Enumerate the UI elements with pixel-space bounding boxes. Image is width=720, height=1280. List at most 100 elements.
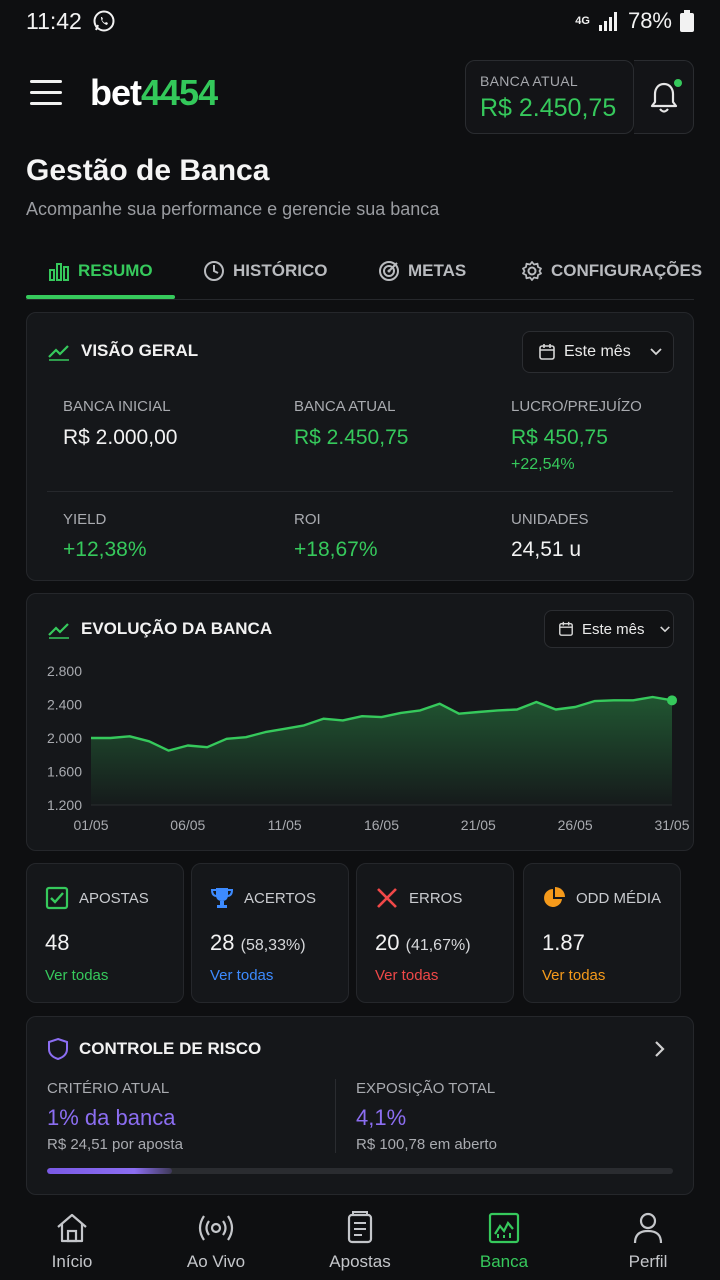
trend-icon — [48, 345, 69, 361]
gear-icon — [522, 261, 542, 281]
nav-banca[interactable]: Banca — [432, 1200, 576, 1280]
bell-icon — [650, 82, 678, 113]
tab-resumo[interactable]: RESUMO — [48, 244, 153, 298]
exposure-value: 4,1% — [356, 1105, 407, 1130]
balance-box[interactable]: BANCA ATUAL R$ 2.450,75 — [465, 60, 634, 134]
evolution-title-text: EVOLUÇÃO DA BANCA — [81, 619, 273, 638]
x-tick-label: 16/05 — [364, 817, 399, 833]
nav-apostas[interactable]: Apostas — [288, 1200, 432, 1280]
stat-value: +12,38% — [63, 538, 147, 561]
overview-card: VISÃO GERAL Este mês BANCA INICIAL R$ 2.… — [26, 312, 694, 581]
stat-label: ROI — [294, 511, 321, 528]
y-tick-label: 2.000 — [47, 730, 82, 746]
see-all-link[interactable]: Ver todas — [375, 967, 439, 984]
metric-title: APOSTAS — [79, 889, 149, 907]
series-line — [91, 695, 673, 752]
see-all-link[interactable]: Ver todas — [542, 967, 606, 984]
risk-progress-fill — [47, 1168, 173, 1174]
metric-title: ACERTOS — [244, 889, 316, 907]
battery-percent: 78% — [627, 8, 672, 33]
home-icon — [57, 1213, 87, 1243]
nav-perfil[interactable]: Perfil — [576, 1200, 720, 1280]
metric-head: ODD MÉDIA — [542, 886, 661, 910]
checkbox-icon — [45, 886, 69, 910]
stat-value: R$ 2.000,00 — [63, 426, 178, 449]
criterion-value: 1% da banca — [47, 1105, 176, 1130]
risk-title-text: CONTROLE DE RISCO — [79, 1039, 262, 1058]
logo-text: bet — [90, 72, 142, 113]
exposure-sub: R$ 100,78 em aberto — [356, 1136, 497, 1153]
trophy-icon — [210, 888, 234, 908]
signal-icon — [598, 12, 617, 31]
metric-title: ODD MÉDIA — [576, 889, 662, 907]
ticket-icon — [347, 1211, 373, 1244]
chevron-right-icon[interactable] — [653, 1039, 667, 1059]
metric-card-acertos[interactable]: ACERTOS 28 (58,33%) Ver todas — [191, 863, 349, 1003]
tab-label: HISTÓRICO — [233, 261, 328, 280]
period-label: Este mês — [582, 620, 645, 638]
app-logo[interactable]: bet4454 — [90, 72, 218, 114]
metric-value: 28 (58,33%) — [210, 930, 306, 956]
stat-label: UNIDADES — [511, 511, 589, 528]
network-label: 4G — [575, 14, 590, 27]
criterion-sub: R$ 24,51 por aposta — [47, 1136, 183, 1153]
balance-chart: 2.800 2.400 2.000 1.600 1.200 01/05 06/05 11/05… — [47, 663, 690, 833]
nav-ao-vivo[interactable]: Ao Vivo — [144, 1200, 288, 1280]
balance-value: R$ 2.450,75 — [480, 94, 617, 122]
metric-card-odd-media[interactable]: ODD MÉDIA 1.87 Ver todas — [523, 863, 681, 1003]
metric-card-erros[interactable]: ERROS 20 (41,67%) Ver todas — [356, 863, 514, 1003]
pie-chart-icon — [544, 887, 565, 907]
risk-card[interactable]: CONTROLE DE RISCO CRITÉRIO ATUAL 1% da b… — [26, 1016, 694, 1195]
tab-configuracoes[interactable]: CONFIGURAÇÕES — [521, 244, 702, 298]
bottom-nav: Início Ao Vivo Apostas Banca Perfil — [0, 1200, 720, 1280]
nav-label: Início — [51, 1252, 93, 1271]
nav-inicio[interactable]: Início — [0, 1200, 144, 1280]
logo-number: 4454 — [141, 72, 218, 113]
stat-value: R$ 2.450,75 — [294, 426, 409, 449]
x-tick-label: 26/05 — [558, 817, 593, 833]
divider — [47, 491, 673, 492]
y-tick-label: 2.400 — [47, 697, 82, 713]
menu-icon[interactable] — [30, 80, 62, 106]
x-icon — [377, 888, 397, 908]
metric-head: ACERTOS — [210, 886, 316, 910]
live-icon — [198, 1215, 234, 1241]
notification-dot — [674, 79, 682, 87]
x-tick-label: 06/05 — [170, 817, 205, 833]
notifications-button[interactable] — [634, 60, 694, 134]
nav-label: Ao Vivo — [186, 1252, 246, 1271]
battery-icon — [680, 10, 694, 32]
exposure-label: EXPOSIÇÃO TOTAL — [356, 1080, 496, 1097]
calendar-icon — [559, 621, 573, 636]
overview-title-text: VISÃO GERAL — [81, 341, 199, 360]
clock-icon — [204, 261, 224, 281]
overview-title: VISÃO GERAL — [47, 341, 198, 361]
page-title: Gestão de Banca — [26, 154, 270, 187]
tab-historico[interactable]: HISTÓRICO — [203, 244, 327, 298]
chevron-down-icon — [659, 625, 670, 632]
chart-icon — [488, 1212, 520, 1244]
page-subtitle: Acompanhe sua performance e gerencie sua… — [26, 199, 440, 219]
tab-label: METAS — [408, 261, 467, 280]
period-dropdown[interactable]: Este mês — [544, 610, 674, 648]
last-point — [667, 695, 677, 706]
metric-number: 20 — [375, 930, 400, 955]
see-all-link[interactable]: Ver todas — [210, 967, 274, 984]
metric-head: ERROS — [375, 886, 462, 910]
metric-detail: (41,67%) — [405, 937, 471, 954]
period-dropdown[interactable]: Este mês — [522, 331, 674, 373]
see-all-link[interactable]: Ver todas — [45, 967, 109, 984]
metric-card-apostas[interactable]: APOSTAS 48 Ver todas — [26, 863, 184, 1003]
tab-metas[interactable]: METAS — [378, 244, 466, 298]
x-tick-label: 11/05 — [268, 817, 302, 833]
x-tick-label: 21/05 — [461, 817, 496, 833]
x-tick-label: 01/05 — [73, 817, 108, 833]
app-header: bet4454 BANCA ATUAL R$ 2.450,75 — [0, 56, 720, 136]
x-tick-label: 31/05 — [654, 817, 689, 833]
bar-chart-icon — [49, 263, 69, 281]
tab-bar: RESUMO HISTÓRICO METAS CONFIGURAÇÕES — [26, 244, 702, 300]
status-time: 11:42 — [26, 8, 82, 34]
balance-label: BANCA ATUAL — [480, 73, 578, 89]
metric-number: 1.87 — [542, 930, 585, 955]
risk-title: CONTROLE DE RISCO — [47, 1037, 261, 1061]
